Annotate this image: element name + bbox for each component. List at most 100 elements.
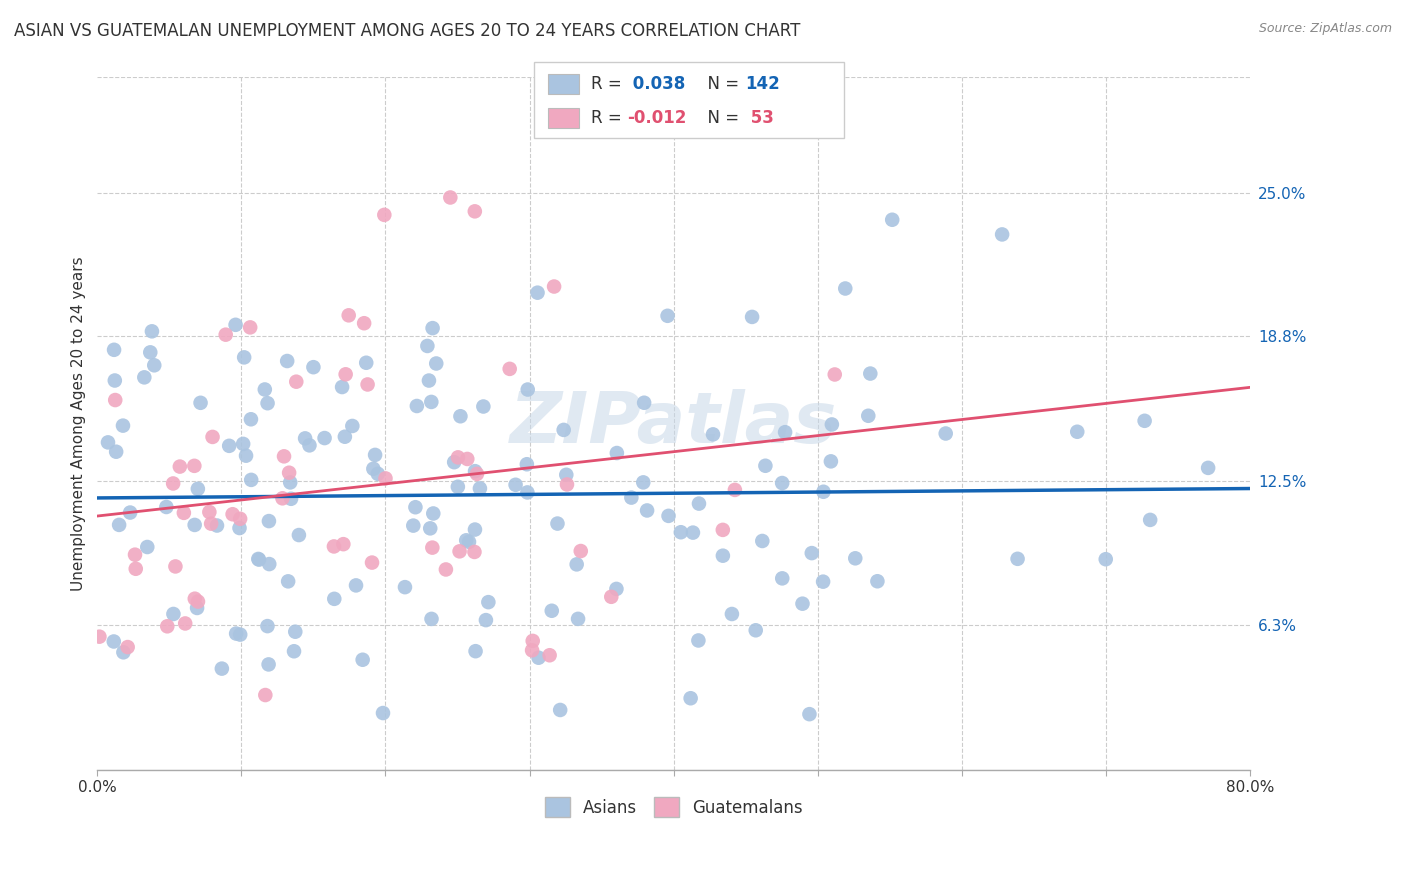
Text: -0.012: -0.012	[627, 109, 686, 127]
Guatemalans	[520, 643, 543, 657]
Guatemalans	[273, 450, 295, 464]
Asians	[477, 595, 499, 609]
Asians	[364, 448, 387, 462]
Asians	[770, 571, 793, 585]
Asians	[472, 400, 495, 414]
Guatemalans	[215, 327, 238, 342]
Asians	[141, 324, 163, 338]
Asians	[657, 508, 679, 523]
Guatemalans	[201, 430, 224, 444]
Asians	[283, 644, 305, 658]
Asians	[468, 482, 491, 496]
Text: R =: R =	[591, 75, 627, 93]
Asians	[770, 476, 793, 491]
Asians	[139, 345, 162, 359]
Text: Source: ZipAtlas.com: Source: ZipAtlas.com	[1258, 22, 1392, 36]
Text: 142: 142	[745, 75, 780, 93]
Asians	[288, 528, 311, 542]
Asians	[636, 503, 658, 517]
Guatemalans	[456, 452, 478, 467]
Asians	[1197, 461, 1219, 475]
Asians	[256, 396, 278, 410]
Asians	[859, 367, 882, 381]
Asians	[548, 703, 571, 717]
Asians	[821, 417, 844, 432]
Guatemalans	[711, 523, 734, 537]
Asians	[422, 321, 444, 335]
Asians	[277, 574, 299, 589]
Asians	[418, 374, 440, 388]
Asians	[120, 506, 142, 520]
Asians	[633, 396, 655, 410]
Asians	[239, 412, 262, 426]
Asians	[606, 446, 628, 460]
Asians	[298, 438, 321, 452]
Guatemalans	[183, 458, 205, 473]
Asians	[187, 482, 209, 496]
Asians	[882, 212, 904, 227]
Asians	[1139, 513, 1161, 527]
Asians	[688, 633, 710, 648]
Asians	[228, 521, 250, 535]
Asians	[565, 558, 588, 572]
Text: R =: R =	[591, 109, 627, 127]
Text: N =: N =	[697, 75, 745, 93]
Guatemalans	[538, 648, 561, 663]
Asians	[97, 435, 120, 450]
Asians	[218, 439, 240, 453]
Asians	[205, 518, 228, 533]
Asians	[235, 449, 257, 463]
Guatemalans	[569, 544, 592, 558]
Text: N =: N =	[697, 109, 745, 127]
Asians	[633, 475, 655, 490]
Asians	[516, 383, 538, 397]
Asians	[280, 491, 302, 506]
Asians	[233, 351, 256, 365]
Asians	[813, 484, 835, 499]
Asians	[800, 546, 823, 560]
Guatemalans	[254, 688, 277, 702]
Asians	[464, 464, 486, 478]
Asians	[866, 574, 889, 589]
Asians	[702, 427, 724, 442]
Guatemalans	[353, 316, 375, 330]
Asians	[134, 370, 156, 384]
Guatemalans	[373, 208, 395, 222]
Asians	[257, 514, 280, 528]
Guatemalans	[198, 505, 221, 519]
Asians	[367, 467, 389, 481]
Asians	[711, 549, 734, 563]
Asians	[456, 533, 478, 548]
Asians	[1066, 425, 1088, 439]
Asians	[103, 634, 125, 648]
Guatemalans	[447, 450, 470, 465]
Guatemalans	[117, 640, 139, 654]
Guatemalans	[271, 491, 294, 506]
Asians	[247, 552, 270, 566]
Asians	[257, 657, 280, 672]
Asians	[183, 517, 205, 532]
Asians	[402, 518, 425, 533]
Asians	[1094, 552, 1116, 566]
Asians	[546, 516, 568, 531]
Asians	[211, 662, 233, 676]
Asians	[240, 473, 263, 487]
Asians	[464, 644, 486, 658]
Guatemalans	[200, 516, 222, 531]
Asians	[858, 409, 880, 423]
Guatemalans	[229, 512, 252, 526]
Asians	[991, 227, 1014, 242]
Guatemalans	[464, 204, 486, 219]
Guatemalans	[221, 507, 243, 521]
Guatemalans	[463, 545, 485, 559]
Asians	[422, 507, 444, 521]
Asians	[352, 653, 374, 667]
Guatemalans	[184, 591, 207, 606]
Asians	[302, 360, 325, 375]
Asians	[363, 462, 385, 476]
Guatemalans	[465, 467, 488, 481]
Asians	[330, 380, 353, 394]
Guatemalans	[439, 190, 461, 204]
Guatemalans	[374, 471, 396, 485]
Guatemalans	[89, 630, 111, 644]
